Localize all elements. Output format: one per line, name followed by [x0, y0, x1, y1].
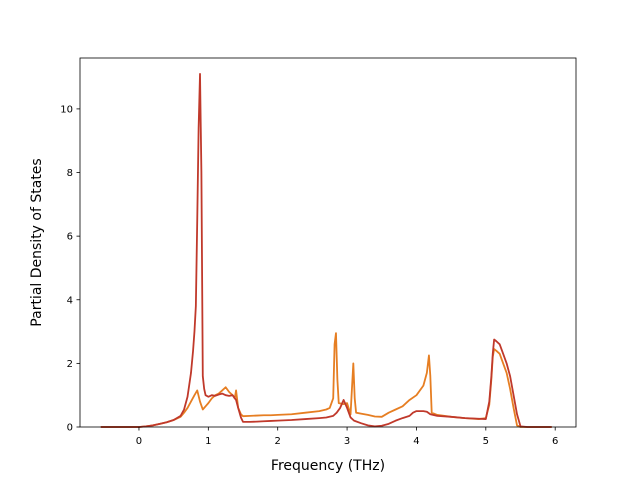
x-tick-label: 2 — [275, 436, 281, 447]
series-layer — [100, 73, 552, 428]
x-tick-label: 0 — [136, 436, 142, 447]
plot-area — [79, 57, 577, 428]
x-tick-label: 6 — [552, 436, 558, 447]
axes-background — [80, 58, 576, 427]
x-axis-ticks: 0 1 2 3 4 5 6 — [136, 427, 558, 447]
x-tick-label: 3 — [344, 436, 350, 447]
x-tick-label: 4 — [413, 436, 419, 447]
y-tick-label: 2 — [67, 359, 73, 370]
x-tick-label: 1 — [205, 436, 211, 447]
y-axis-ticks: 0 2 4 6 8 10 — [60, 104, 80, 434]
y-tick-label: 10 — [60, 104, 73, 115]
x-tick-label: 5 — [483, 436, 489, 447]
axes-frame — [79, 57, 577, 428]
y-tick-label: 0 — [67, 423, 73, 434]
y-tick-label: 8 — [67, 168, 73, 179]
series-line-2 — [100, 73, 552, 428]
y-axis-title: Partial Density of States — [29, 158, 45, 326]
y-tick-label: 4 — [67, 295, 73, 306]
x-axis-title: Frequency (THz) — [271, 458, 385, 474]
y-tick-label: 6 — [67, 232, 73, 243]
